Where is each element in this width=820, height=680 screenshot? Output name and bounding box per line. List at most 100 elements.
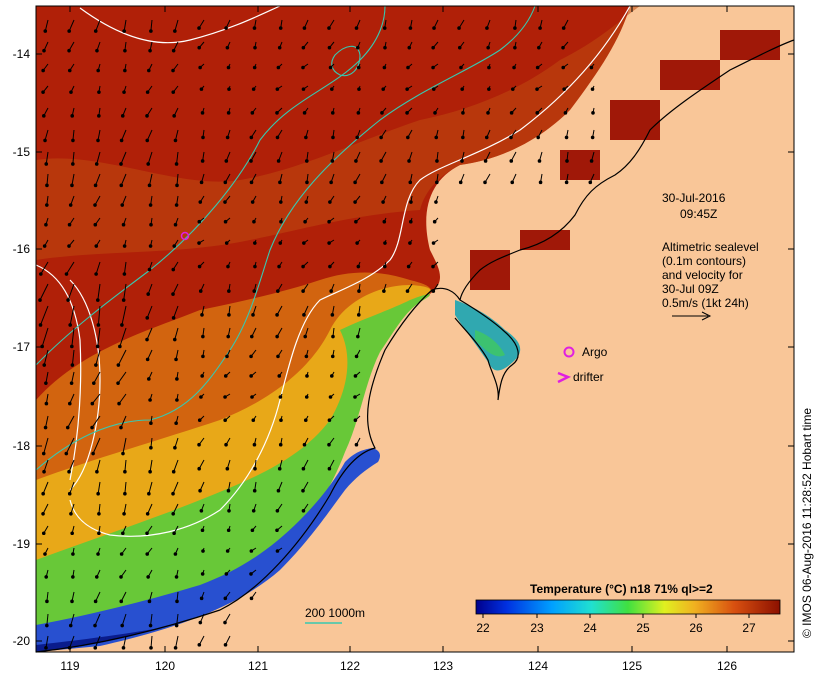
lat-tick-label: -20: [13, 634, 31, 648]
velocity-arrow-head: [431, 264, 435, 269]
velocity-arrow: [176, 151, 179, 164]
velocity-arrow: [94, 613, 101, 626]
velocity-arrow: [150, 613, 153, 626]
colorbar-tick-label: 27: [742, 621, 756, 635]
velocity-arrow-head: [354, 219, 358, 224]
velocity-arrow-head: [379, 159, 383, 163]
velocity-arrow-head: [513, 45, 517, 50]
colorbar-title: Temperature (°C) n18 71% ql>=2: [530, 582, 713, 596]
velocity-arrow-head: [197, 442, 201, 447]
lon-tick-label: 125: [622, 659, 642, 673]
velocity-arrow-head: [41, 68, 45, 73]
velocity-arrow-head: [175, 183, 179, 188]
velocity-arrow-head: [43, 138, 47, 143]
velocity-arrow-head: [67, 401, 72, 406]
velocity-arrow-head: [251, 418, 256, 423]
velocity-arrow-head: [38, 323, 43, 327]
velocity-arrow-head: [330, 374, 334, 378]
velocity-arrow-head: [44, 646, 48, 650]
velocity-arrow-head: [96, 68, 100, 73]
velocity-arrow-head: [327, 466, 332, 471]
velocity-arrow-head: [148, 398, 152, 402]
velocity-arrow-head: [93, 222, 98, 227]
velocity-arrow-head: [224, 26, 228, 30]
velocity-arrow: [45, 415, 49, 428]
velocity-arrow-head: [535, 87, 539, 91]
velocity-arrow-head: [356, 111, 361, 115]
velocity-arrow-head: [302, 313, 306, 317]
velocity-arrow-head: [94, 162, 99, 166]
velocity-arrow-head: [301, 488, 305, 493]
velocity-arrow-head: [223, 643, 228, 647]
velocity-arrow-head: [252, 488, 257, 493]
velocity-arrow-head: [198, 289, 203, 293]
argo-float-marker: [180, 231, 190, 241]
velocity-arrow-head: [67, 29, 71, 33]
credit-label: © IMOS 06-Aug-2016 11:28:52 Hobart time: [800, 408, 814, 638]
velocity-arrow-head: [561, 26, 566, 30]
lat-tick-label: -17: [13, 340, 31, 354]
velocity-arrow-head: [172, 531, 176, 536]
velocity-arrow-head: [408, 26, 413, 30]
velocity-arrow: [71, 173, 75, 186]
velocity-arrow-head: [329, 180, 333, 185]
velocity-arrow-head: [225, 549, 230, 553]
velocity-arrow-head: [353, 180, 357, 185]
velocity-arrow-head: [383, 45, 387, 50]
velocity-arrow-head: [200, 528, 205, 533]
velocity-arrow-head: [227, 87, 231, 91]
velocity-arrow-head: [171, 90, 176, 94]
velocity-arrow-head: [252, 219, 256, 224]
velocity-arrow: [46, 613, 49, 626]
date-label: 30-Jul-2016: [662, 191, 726, 205]
velocity-arrow-head: [171, 316, 176, 320]
velocity-arrow-head: [355, 241, 359, 245]
velocity-arrow: [45, 371, 49, 384]
isobath-label: 200 1000m: [305, 606, 365, 620]
velocity-arrow-head: [148, 203, 153, 207]
velocity-arrow-head: [45, 183, 49, 188]
velocity-arrow-head: [119, 138, 124, 143]
velocity-arrow-head: [355, 45, 360, 50]
velocity-arrow-head: [509, 159, 514, 163]
velocity-arrow-head: [356, 264, 361, 269]
velocity-arrow-head: [301, 65, 305, 70]
velocity-arrow-head: [564, 135, 569, 140]
velocity-arrow-head: [278, 442, 283, 447]
velocity-arrow-head: [171, 292, 175, 296]
velocity-arrow-head: [406, 135, 410, 140]
velocity-arrow-head: [121, 451, 125, 456]
velocity-arrow-head: [119, 183, 124, 188]
velocity-arrow-head: [71, 162, 75, 166]
velocity-arrow-head: [92, 381, 96, 385]
velocity-arrow-head: [407, 159, 411, 163]
velocity-arrow: [173, 459, 179, 472]
velocity-arrow-head: [431, 45, 435, 50]
velocity-arrow-head: [38, 298, 42, 302]
velocity-arrow-head: [353, 418, 358, 423]
velocity-arrow-head: [197, 45, 202, 50]
velocity-arrow-head: [199, 508, 204, 513]
velocity-arrow-head: [199, 395, 203, 399]
velocity-arrow: [149, 459, 153, 472]
velocity-arrow-head: [330, 354, 335, 359]
velocity-arrow-head: [96, 323, 101, 327]
velocity-arrow-head: [90, 401, 95, 406]
velocity-arrow: [43, 437, 49, 454]
velocity-arrow-head: [278, 241, 283, 245]
lat-tick-label: -19: [13, 537, 31, 551]
velocity-arrow-head: [147, 599, 152, 604]
velocity-arrow: [123, 261, 127, 275]
velocity-arrow-head: [249, 572, 253, 576]
velocity-arrow-head: [250, 528, 255, 533]
velocity-arrow-head: [149, 445, 153, 450]
velocity-arrow-head: [173, 552, 178, 556]
velocity-arrow: [43, 459, 49, 472]
velocity-arrow-head: [251, 87, 256, 91]
velocity-arrow-head: [353, 395, 357, 399]
velocity-arrow-head: [535, 65, 540, 70]
velocity-arrow-head: [122, 272, 127, 276]
velocity-arrow: [68, 459, 75, 472]
velocity-arrow-head: [223, 219, 228, 224]
velocity-arrow-head: [146, 292, 150, 296]
